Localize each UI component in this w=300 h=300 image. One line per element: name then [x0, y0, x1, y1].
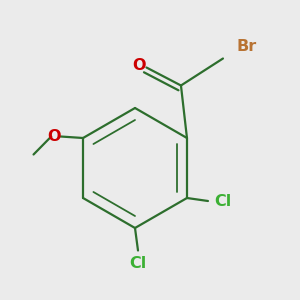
Text: Br: Br	[236, 39, 257, 54]
Text: Cl: Cl	[214, 194, 231, 208]
Text: Cl: Cl	[129, 256, 147, 272]
Text: O: O	[47, 129, 60, 144]
Text: O: O	[132, 58, 146, 74]
